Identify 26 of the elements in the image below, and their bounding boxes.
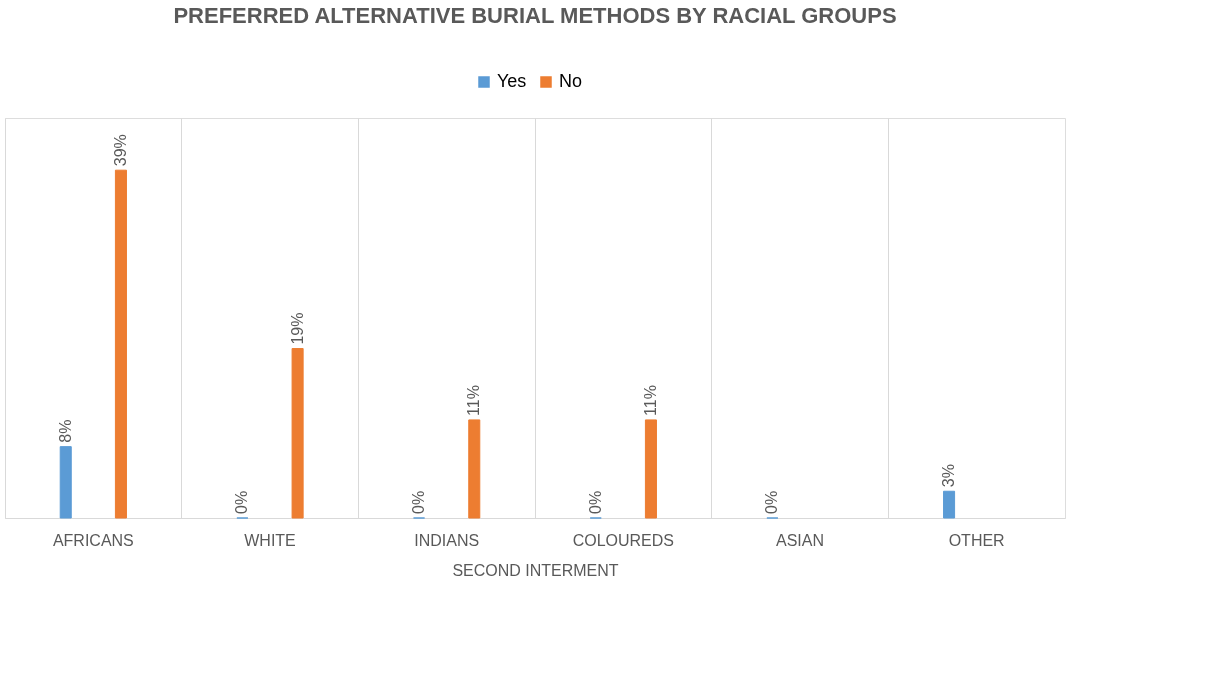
- data-label: 11%: [641, 385, 659, 416]
- data-label: 19%: [288, 312, 306, 345]
- bar: [468, 419, 481, 519]
- data-label: 3%: [940, 464, 958, 488]
- data-label: 8%: [56, 419, 74, 443]
- data-label: 0%: [586, 490, 604, 514]
- x-tick-label: AFRICANS: [52, 531, 134, 549]
- data-label: 11%: [465, 385, 483, 416]
- x-tick-label: OTHER: [948, 531, 1005, 549]
- legend-label: Yes: [497, 71, 527, 91]
- x-tick-label: INDIANS: [414, 531, 480, 549]
- data-label: 0%: [410, 490, 428, 514]
- bar: [114, 169, 127, 519]
- x-tick-label: COLOUREDS: [572, 531, 675, 549]
- bar: [59, 446, 72, 519]
- data-label: 0%: [763, 490, 781, 514]
- bar: [943, 490, 956, 519]
- legend-label: No: [559, 71, 583, 91]
- chart-title: PREFERRED ALTERNATIVE BURIAL METHODS BY RACIAL GROUPS: [173, 3, 897, 28]
- x-tick-label: WHITE: [244, 531, 296, 549]
- data-label: 0%: [233, 490, 251, 514]
- data-label: 39%: [111, 134, 129, 167]
- x-axis-title: SECOND INTERMENT: [452, 561, 619, 579]
- bar: [291, 348, 304, 519]
- x-tick-label: ASIAN: [775, 531, 825, 549]
- bar: [644, 419, 657, 519]
